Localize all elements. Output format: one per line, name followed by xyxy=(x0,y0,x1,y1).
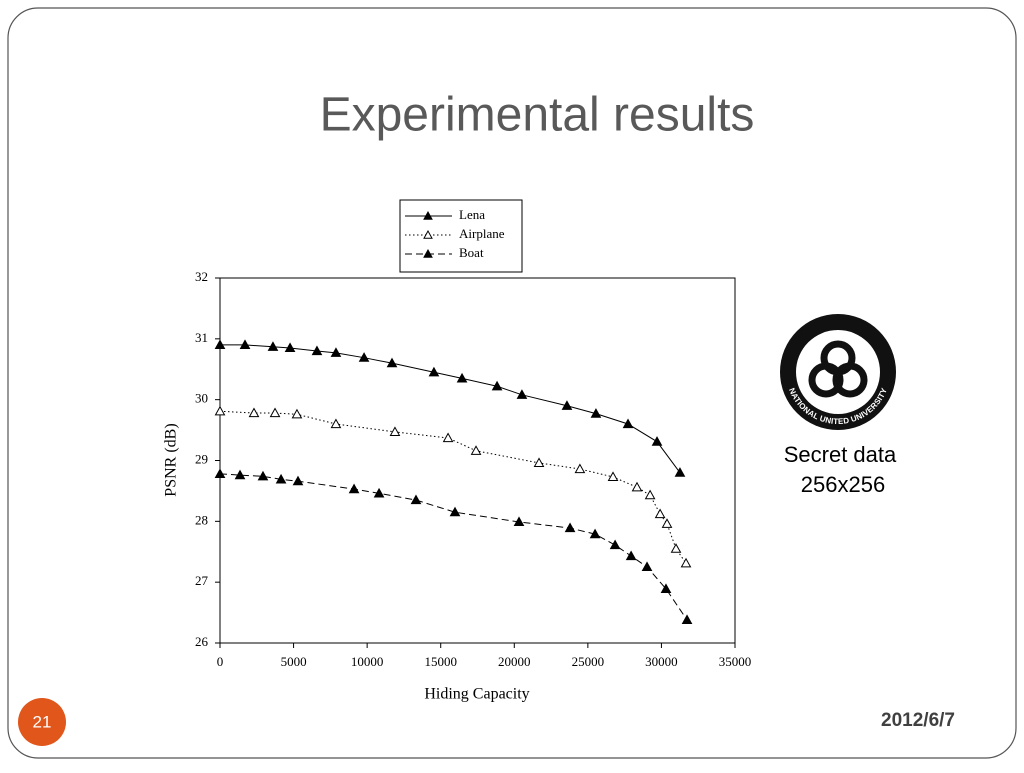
date: 2012/6/7 xyxy=(881,710,955,731)
point-marker xyxy=(292,475,304,486)
slide-border xyxy=(7,7,1017,759)
x-axis-label: Hiding Capacity xyxy=(424,686,529,703)
point-marker xyxy=(680,557,692,568)
x-tick-label: 5000 xyxy=(281,654,307,669)
point-marker xyxy=(651,436,663,446)
point-marker xyxy=(257,470,269,481)
page-number: 21 xyxy=(33,712,52,731)
x-tick-label: 0 xyxy=(217,654,224,669)
point-marker xyxy=(533,457,545,468)
legend-marker xyxy=(423,229,433,239)
y-tick-label: 31 xyxy=(195,330,208,345)
point-marker xyxy=(470,445,482,455)
y-tick-label: 30 xyxy=(195,391,208,406)
legend-marker xyxy=(423,248,433,258)
point-marker xyxy=(622,418,634,429)
point-marker xyxy=(428,366,440,377)
point-marker xyxy=(284,342,296,353)
logo: NATIONAL UNITED UNIVERSITY xyxy=(780,314,896,430)
point-marker xyxy=(373,487,385,498)
y-tick-label: 32 xyxy=(195,269,208,284)
point-marker xyxy=(609,539,621,550)
page-badge xyxy=(18,698,66,746)
x-tick-label: 10000 xyxy=(351,654,384,669)
legend-marker xyxy=(423,210,433,220)
point-marker xyxy=(674,467,686,477)
legend xyxy=(399,199,523,273)
point-marker xyxy=(330,418,342,429)
slide-title: Experimental results xyxy=(320,89,755,142)
legend-label: Boat xyxy=(459,245,484,260)
note-line: 256x256 xyxy=(801,472,885,497)
point-marker xyxy=(491,380,503,391)
y-tick-label: 29 xyxy=(195,451,208,466)
point-marker xyxy=(311,345,323,356)
point-marker xyxy=(641,561,653,572)
point-marker xyxy=(590,408,602,418)
point-marker xyxy=(660,583,672,593)
point-marker xyxy=(654,508,666,519)
point-marker xyxy=(348,483,360,494)
x-tick-label: 30000 xyxy=(645,654,678,669)
y-tick-label: 27 xyxy=(195,573,209,588)
point-marker xyxy=(631,481,643,492)
x-tick-label: 15000 xyxy=(424,654,457,669)
point-marker xyxy=(389,426,401,437)
point-marker xyxy=(269,407,281,418)
y-axis-label: PSNR (dB) xyxy=(163,423,180,496)
note-line: Secret data xyxy=(784,442,897,467)
point-marker xyxy=(214,405,226,416)
point-marker xyxy=(214,339,226,350)
point-marker xyxy=(330,347,342,357)
legend-label: Airplane xyxy=(459,226,505,241)
point-marker xyxy=(625,550,637,561)
y-tick-label: 28 xyxy=(195,512,208,527)
point-marker xyxy=(449,506,461,517)
point-marker xyxy=(661,518,673,528)
point-marker xyxy=(574,463,586,474)
point-marker xyxy=(386,357,398,368)
point-marker xyxy=(239,339,251,350)
point-marker xyxy=(456,372,468,383)
point-marker xyxy=(607,471,619,482)
point-marker xyxy=(291,408,303,419)
point-marker xyxy=(670,543,682,553)
point-marker xyxy=(214,468,226,478)
point-marker xyxy=(358,352,370,362)
x-tick-label: 20000 xyxy=(498,654,531,669)
point-marker xyxy=(275,473,287,484)
y-tick-label: 26 xyxy=(195,634,209,649)
point-marker xyxy=(513,516,525,527)
point-marker xyxy=(516,389,528,399)
x-tick-label: 35000 xyxy=(719,654,752,669)
point-marker xyxy=(681,614,693,624)
series-line xyxy=(219,473,688,621)
point-marker xyxy=(564,522,576,533)
point-marker xyxy=(644,489,656,500)
point-marker xyxy=(561,400,573,410)
legend-label: Lena xyxy=(459,207,485,222)
point-marker xyxy=(248,407,260,418)
point-marker xyxy=(410,494,422,505)
point-marker xyxy=(267,341,279,351)
point-marker xyxy=(589,528,601,539)
point-marker xyxy=(442,432,454,443)
x-tick-label: 25000 xyxy=(572,654,605,669)
point-marker xyxy=(234,469,246,480)
